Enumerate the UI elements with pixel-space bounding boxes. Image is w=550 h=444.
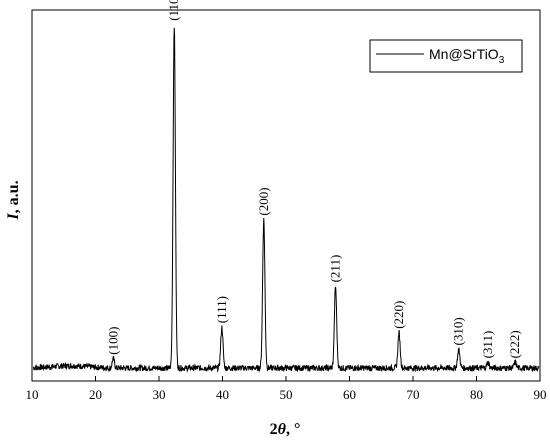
x-tick-label: 40 — [216, 387, 229, 402]
x-tick-label: 50 — [280, 387, 293, 402]
x-tick-label: 20 — [89, 387, 102, 402]
x-tick-label: 90 — [534, 387, 547, 402]
x-tick-label: 70 — [407, 387, 420, 402]
peak-label: (200) — [256, 187, 271, 215]
legend-box — [369, 39, 523, 73]
series-line-mn-srtio3 — [32, 27, 540, 373]
peak-labels: (100) (110) (111) (200) (211) (220) (310) (311)… — [105, 0, 522, 358]
x-tick-label: 60 — [343, 387, 356, 402]
legend-label: Mn@SrTiO3 — [429, 46, 505, 66]
x-tick-label: 80 — [470, 387, 483, 402]
peak-label: (220) — [391, 301, 406, 329]
legend: Mn@SrTiO3 — [369, 39, 523, 73]
peak-label: (211) — [328, 255, 343, 283]
x-tick-label: 10 — [26, 387, 39, 402]
peak-label: (110) — [166, 0, 181, 21]
peak-label: (311) — [480, 331, 495, 359]
peak-label: (310) — [451, 317, 466, 345]
x-axis-title: 2θ, ° — [270, 421, 301, 438]
peak-label: (222) — [507, 330, 522, 358]
x-tick-label: 30 — [153, 387, 166, 402]
peak-label: (100) — [105, 327, 120, 355]
peak-label: (111) — [214, 296, 229, 323]
x-axis-ticks: 10 20 30 40 50 60 70 80 90 — [26, 376, 547, 402]
y-axis-title: I, a.u. — [5, 180, 22, 220]
